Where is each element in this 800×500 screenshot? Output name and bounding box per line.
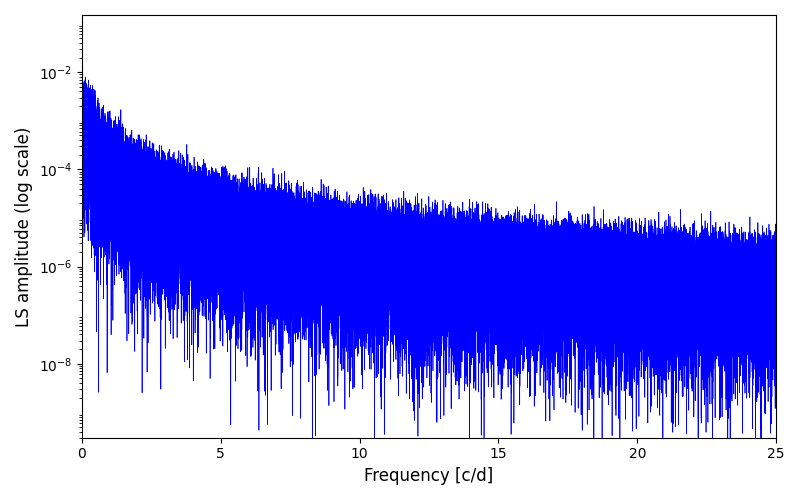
Y-axis label: LS amplitude (log scale): LS amplitude (log scale) — [15, 126, 33, 326]
X-axis label: Frequency [c/d]: Frequency [c/d] — [364, 467, 494, 485]
